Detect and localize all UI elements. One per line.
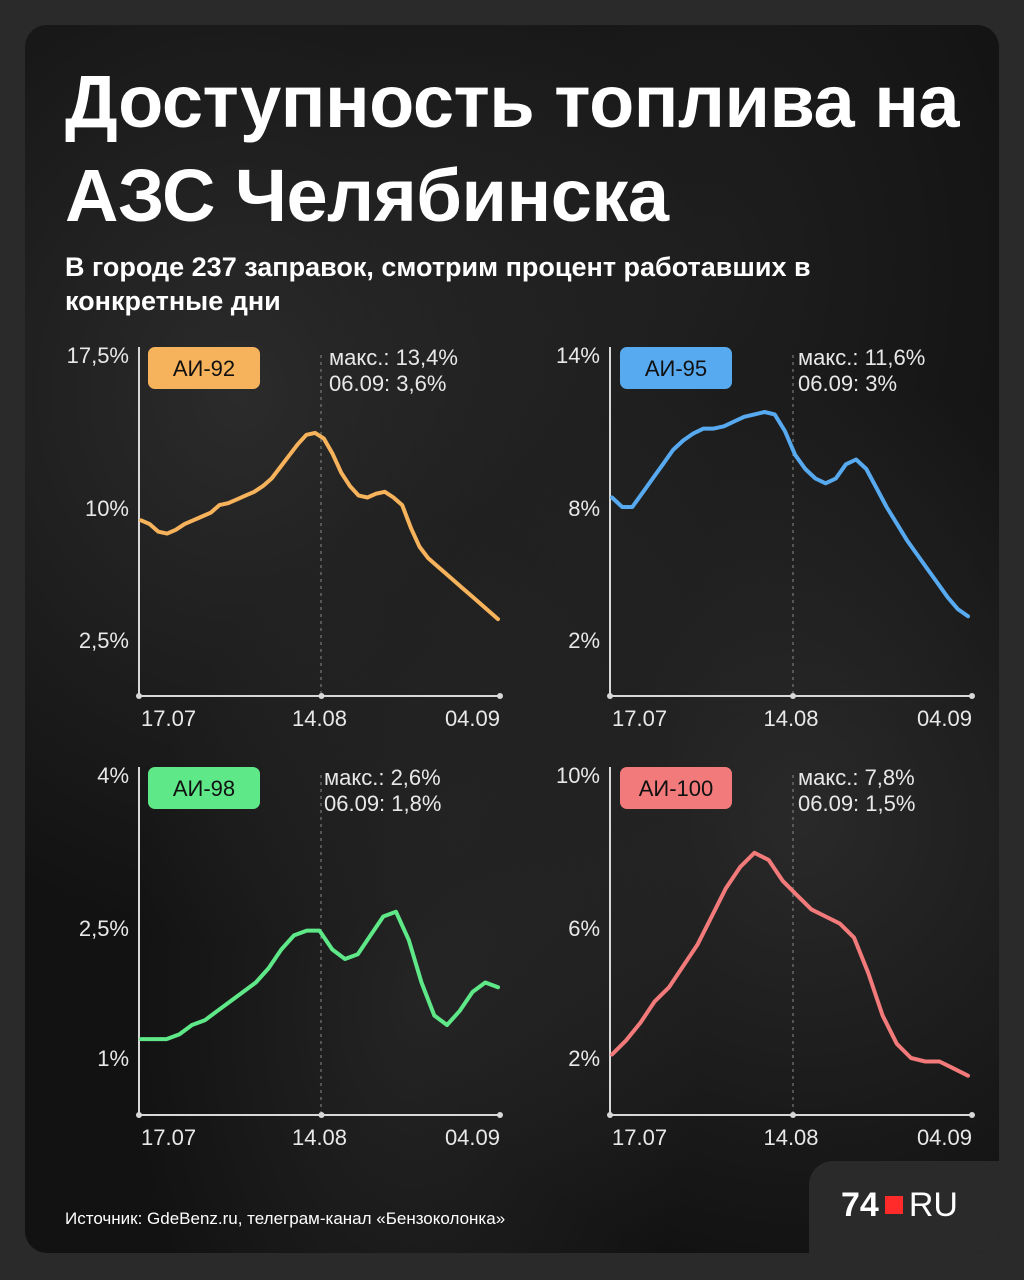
x-tick-mark xyxy=(136,693,142,699)
y-tick-label: 4% xyxy=(97,763,129,788)
series-badge xyxy=(148,767,260,809)
source-note: Источник: GdeBenz.ru, телеграм-канал «Бе… xyxy=(65,1209,506,1228)
x-tick-mark xyxy=(318,693,325,699)
note-text: макс.: 7,8% xyxy=(798,765,915,790)
x-tick-label: 04.09 xyxy=(917,1125,972,1150)
infographic-card: Доступность топлива на АЗС Челябинска В … xyxy=(25,25,999,1253)
series-line xyxy=(139,909,500,1042)
y-tick-label: 1% xyxy=(97,1046,129,1071)
series-line xyxy=(139,430,500,622)
logo-74ru: 74 RU xyxy=(809,1161,999,1253)
x-tick-label: 14.08 xyxy=(292,1125,347,1150)
y-tick-label: 2,5% xyxy=(79,628,129,653)
series-label: АИ-95 xyxy=(645,356,707,381)
y-tick-label: 10% xyxy=(85,496,129,521)
chart-panel-4: 10% 6% 2% 17.07 14.08 04.09 АИ-100 макс.: 7,8%0… xyxy=(556,763,975,1150)
chart-panel-1: 17,5% 10% 2,5% 17.07 14.08 04.09 АИ-92 макс.: 1… xyxy=(67,343,503,731)
x-tick-mark xyxy=(497,1112,503,1118)
note-text: макс.: 13,4% xyxy=(329,345,458,370)
x-tick-label: 17.07 xyxy=(141,706,196,731)
y-tick-label: 8% xyxy=(568,496,600,521)
x-tick-mark xyxy=(607,693,613,699)
logo-ru: RU xyxy=(908,1186,958,1224)
x-tick-label: 14.08 xyxy=(292,706,347,731)
y-tick-label: 2,5% xyxy=(79,916,129,941)
series-badge xyxy=(620,347,732,389)
x-tick-label: 04.09 xyxy=(917,706,972,731)
y-tick-label: 6% xyxy=(568,916,600,941)
series-badge xyxy=(148,347,260,389)
x-tick-label: 14.08 xyxy=(763,706,818,731)
x-tick-mark xyxy=(969,1112,975,1118)
note-text: 06.09: 3% xyxy=(798,371,897,396)
x-tick-mark xyxy=(318,1112,325,1118)
chart-panel-2: 14% 8% 2% 17.07 14.08 04.09 АИ-95 макс.: 11,6%0… xyxy=(556,343,975,731)
x-tick-label: 04.09 xyxy=(445,706,500,731)
x-tick-mark xyxy=(136,1112,142,1118)
series-label: АИ-92 xyxy=(173,356,235,381)
x-tick-mark xyxy=(607,1112,613,1118)
x-tick-label: 04.09 xyxy=(445,1125,500,1150)
logo-number: 74 xyxy=(841,1186,879,1224)
x-tick-mark xyxy=(790,1112,796,1118)
y-tick-label: 10% xyxy=(556,763,600,788)
x-tick-label: 17.07 xyxy=(612,1125,667,1150)
note-text: 06.09: 1,8% xyxy=(324,791,441,816)
x-tick-mark xyxy=(497,693,503,699)
page-title: Доступность топлива на АЗС Челябинска xyxy=(65,60,960,237)
series-label: АИ-100 xyxy=(639,776,714,801)
note-text: макс.: 11,6% xyxy=(798,345,925,370)
series-badge xyxy=(620,767,732,809)
y-tick-label: 14% xyxy=(556,343,600,368)
note-text: макс.: 2,6% xyxy=(324,765,441,790)
series-line xyxy=(610,410,970,619)
x-tick-label: 17.07 xyxy=(141,1125,196,1150)
chart-panel-3: 4% 2,5% 1% 17.07 14.08 04.09 АИ-98 макс.: 2,6%0… xyxy=(79,763,503,1150)
y-tick-label: 17,5% xyxy=(67,343,129,368)
x-tick-mark xyxy=(790,693,796,699)
logo-square-icon xyxy=(884,1196,903,1214)
note-text: 06.09: 3,6% xyxy=(329,371,446,396)
y-tick-label: 2% xyxy=(568,628,600,653)
series-line xyxy=(610,850,970,1078)
page-subtitle: В городе 237 заправок, смотрим процент р… xyxy=(65,252,811,316)
x-tick-label: 17.07 xyxy=(612,706,667,731)
series-label: АИ-98 xyxy=(173,776,235,801)
note-text: 06.09: 1,5% xyxy=(798,791,915,816)
x-tick-mark xyxy=(969,693,975,699)
y-tick-label: 2% xyxy=(568,1046,600,1071)
x-tick-label: 14.08 xyxy=(763,1125,818,1150)
